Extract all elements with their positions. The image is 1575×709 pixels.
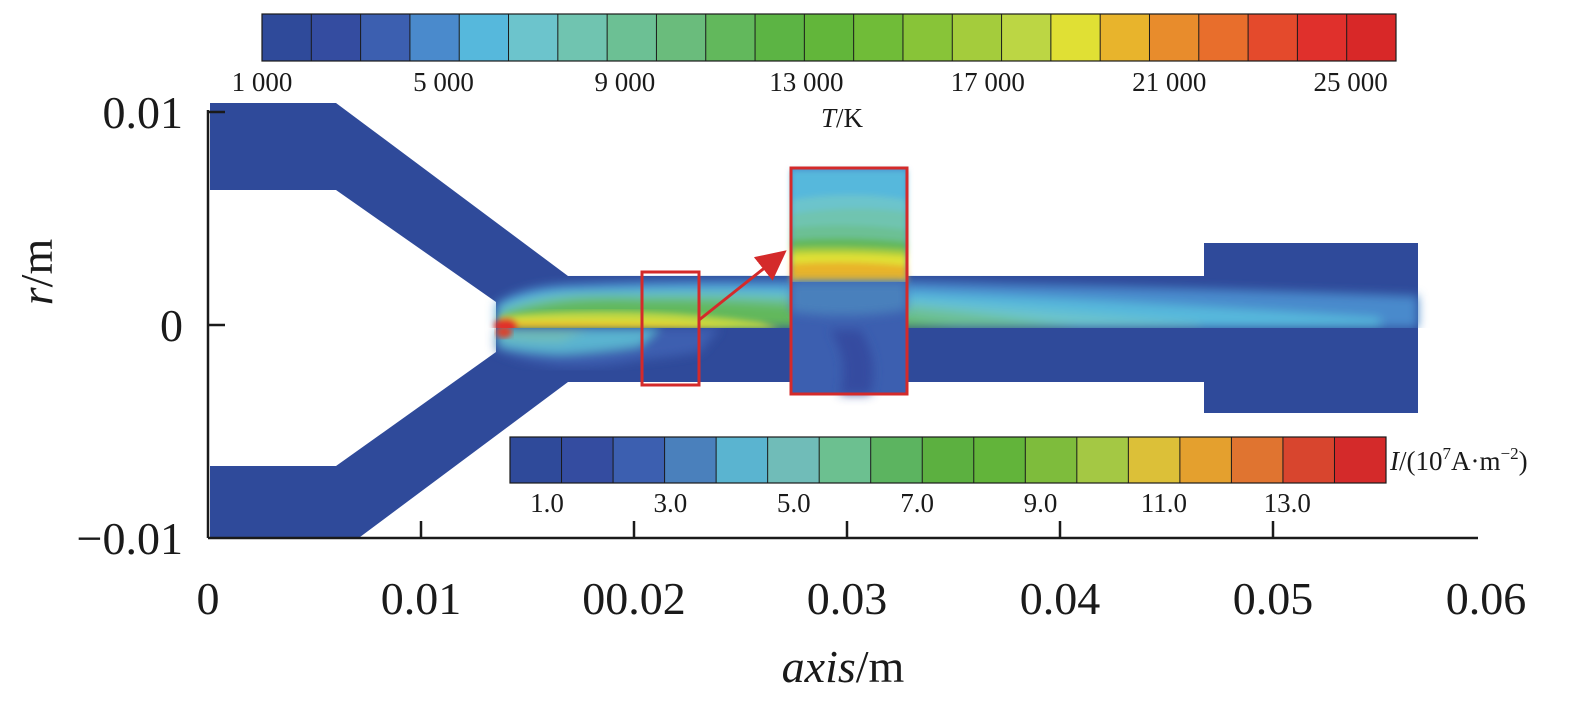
x-tick-label: 0.04 — [1020, 573, 1101, 624]
temperature-colorbar-tick-label: 21 000 — [1132, 67, 1206, 97]
x-tick-label: 0.01 — [381, 573, 462, 624]
zoom-overlay — [640, 166, 909, 396]
current-density-colorbar-labels: 1.0 3.0 5.0 7.0 9.0 11.0 13.0 — [530, 488, 1311, 518]
temperature-colorbar-labels: 1 000 5 000 9 000 13 000 17 000 21 000 25 000 — [232, 67, 1388, 97]
temperature-colorbar-swatch — [705, 14, 756, 61]
current-density-colorbar-tick-label: 3.0 — [654, 488, 688, 518]
current-density-colorbar-title: I/(107A·m−2) — [1389, 444, 1528, 476]
zoom-arrow — [698, 250, 787, 322]
current-density-colorbar-swatch — [973, 437, 1026, 483]
y-tick-label: 0.01 — [103, 87, 184, 138]
current-density-colorbar-tick-label: 9.0 — [1024, 488, 1058, 518]
temperature-colorbar-tick-label: 13 000 — [769, 67, 843, 97]
x-tick-label: 00.02 — [582, 573, 686, 624]
temperature-colorbar-tick-label: 25 000 — [1314, 67, 1388, 97]
current-density-colorbar-swatch — [1128, 437, 1181, 483]
y-axis-ticks: −0.01 0 0.01 — [77, 87, 225, 564]
current-density-colorbar — [509, 436, 1387, 484]
temperature-colorbar-swatch — [360, 14, 411, 61]
temperature-colorbar-swatch — [755, 14, 805, 61]
temperature-colorbar-tick-label: 17 000 — [951, 67, 1025, 97]
temperature-colorbar-swatch — [952, 14, 1003, 61]
current-density-field-lower — [496, 328, 720, 367]
current-density-colorbar-swatch — [767, 437, 820, 483]
temperature-colorbar-swatch — [902, 14, 953, 61]
temperature-colorbar-swatch — [508, 14, 559, 61]
magnified-view — [789, 166, 909, 396]
current-density-colorbar-swatch — [922, 437, 975, 483]
magnified-frame — [789, 166, 909, 396]
current-density-colorbar-tick-label: 7.0 — [900, 488, 934, 518]
temperature-colorbar-tick-label: 5 000 — [413, 67, 474, 97]
temperature-colorbar-tick-label: 1 000 — [232, 67, 293, 97]
temperature-colorbar-swatch — [607, 14, 657, 61]
lower-inlet-channel — [210, 328, 568, 537]
x-axis-title: axis/m — [782, 641, 905, 692]
temperature-colorbar-swatch — [557, 14, 608, 61]
y-tick-label: −0.01 — [77, 513, 183, 564]
temperature-colorbar-title: T/K — [821, 103, 864, 133]
temperature-colorbar-swatch — [656, 14, 707, 61]
current-density-colorbar-swatch — [510, 437, 563, 483]
temperature-colorbar-swatch — [1297, 14, 1348, 61]
current-density-colorbar-swatch — [1076, 437, 1129, 483]
temperature-colorbar-swatch — [1346, 14, 1397, 61]
temperature-colorbar-frame — [261, 13, 1397, 62]
temperature-colorbar — [261, 13, 1397, 62]
current-density-colorbar-tick-label: 11.0 — [1141, 488, 1187, 518]
current-density-colorbar-swatch — [1025, 437, 1078, 483]
temperature-colorbar-tick-label: 9 000 — [595, 67, 656, 97]
current-density-colorbar-swatch — [870, 437, 923, 483]
current-density-colorbar-frame — [509, 436, 1387, 484]
x-tick-label: 0.06 — [1446, 573, 1527, 624]
temperature-colorbar-swatch — [459, 14, 510, 61]
temperature-colorbar-swatch — [1149, 14, 1200, 61]
temperature-colorbar-swatch — [409, 14, 460, 61]
current-density-colorbar-swatch — [1282, 437, 1335, 483]
current-density-colorbar-swatch — [664, 437, 717, 483]
temperature-colorbar-swatch — [1198, 14, 1249, 61]
x-tick-label: 0 — [197, 573, 220, 624]
current-density-colorbar-swatch — [716, 437, 769, 483]
current-density-colorbar-tick-label: 13.0 — [1264, 488, 1311, 518]
y-tick-label: 0 — [160, 300, 183, 351]
x-axis-ticks: 0 0.01 00.02 0.03 0.04 0.05 0.06 — [197, 521, 1527, 624]
upper-inlet-channel — [210, 103, 568, 328]
y-axis-title: r/m — [11, 239, 62, 306]
temperature-colorbar-swatch — [1248, 14, 1298, 61]
temperature-colorbar-swatch — [1001, 14, 1052, 61]
temperature-colorbar-swatch — [853, 14, 904, 61]
x-tick-label: 0.05 — [1233, 573, 1314, 624]
current-density-colorbar-swatch — [1334, 437, 1387, 483]
x-tick-label: 0.03 — [807, 573, 888, 624]
zoom-region-box — [640, 270, 701, 387]
current-density-colorbar-swatch — [561, 437, 614, 483]
current-density-colorbar-tick-label: 1.0 — [530, 488, 564, 518]
current-density-colorbar-swatch — [1231, 437, 1284, 483]
current-density-colorbar-swatch — [613, 437, 666, 483]
temperature-colorbar-swatch — [804, 14, 855, 61]
current-density-colorbar-tick-label: 5.0 — [777, 488, 811, 518]
temperature-colorbar-swatch — [311, 14, 362, 61]
temperature-colorbar-swatch — [1050, 14, 1101, 61]
temperature-colorbar-swatch — [262, 14, 312, 61]
current-density-colorbar-swatch — [1179, 437, 1232, 483]
current-density-colorbar-swatch — [819, 437, 872, 483]
temperature-colorbar-swatch — [1100, 14, 1150, 61]
